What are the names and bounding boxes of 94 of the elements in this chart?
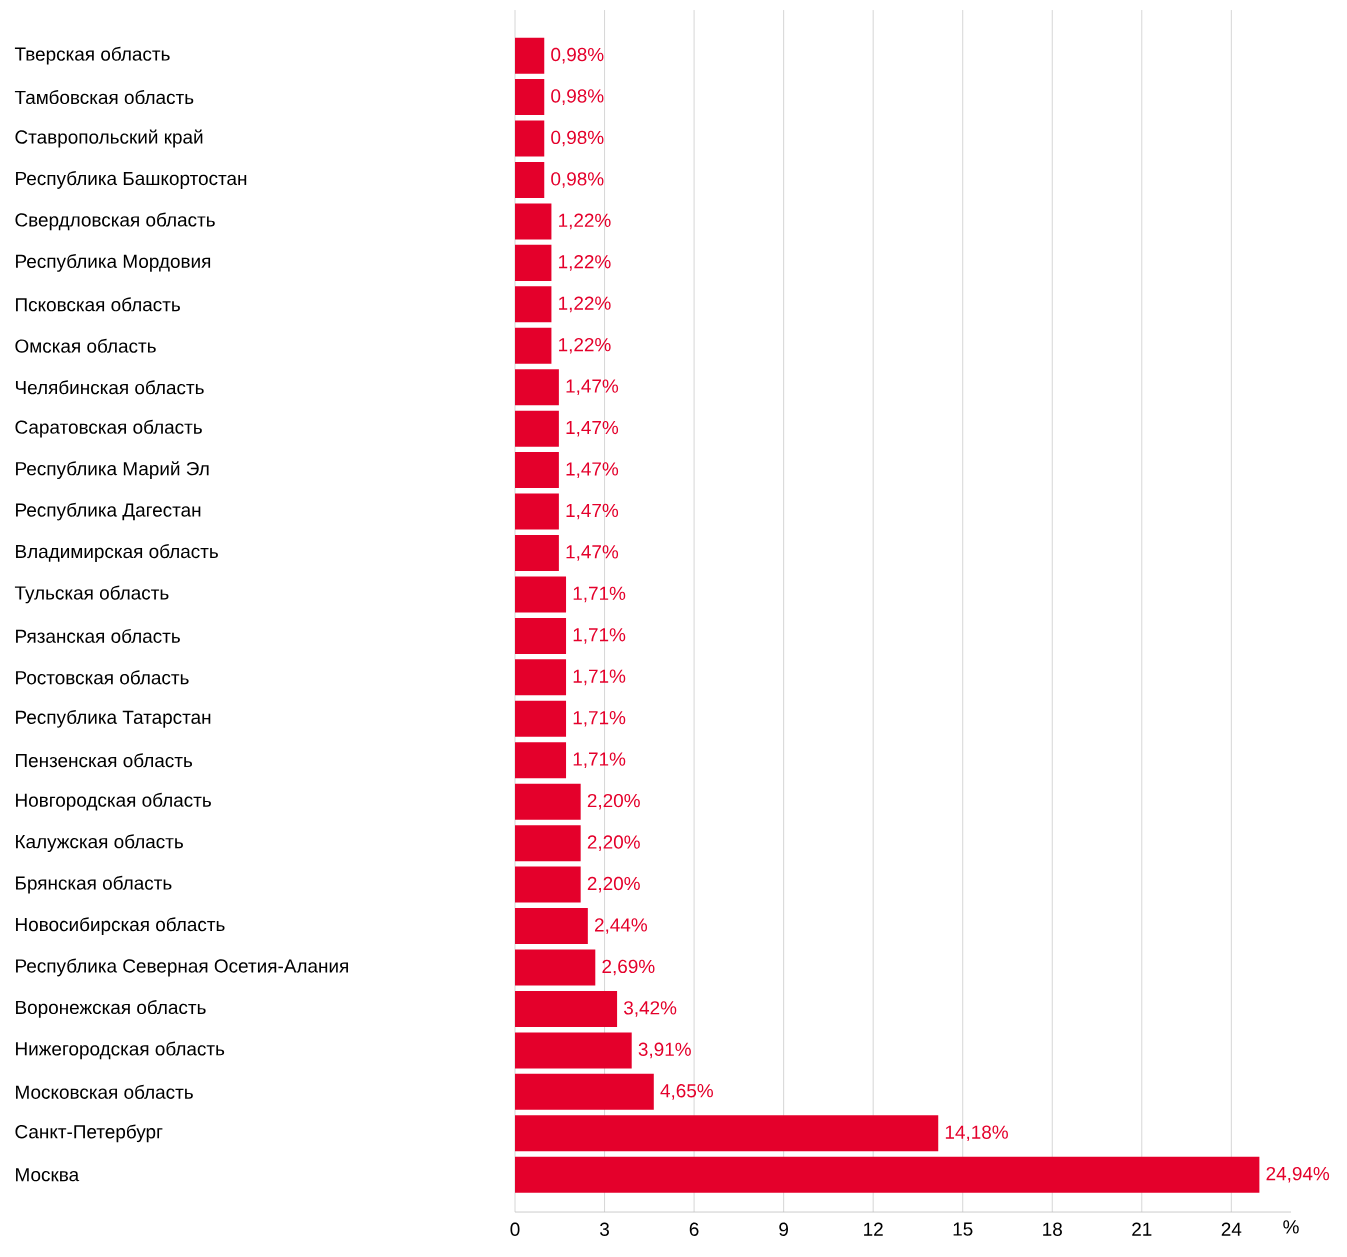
y-tick-label: Владимирская область [16, 544, 218, 562]
bar [515, 369, 559, 406]
bar [515, 161, 545, 198]
bar [515, 617, 567, 654]
data-label: 24,94% [1266, 1166, 1330, 1183]
y-tick-label: Нижегородская область [16, 1041, 225, 1060]
y-tick-label: Тверская область [14, 46, 170, 65]
data-label: 1,47% [566, 545, 619, 561]
y-tick-label: Тульская область [14, 585, 169, 604]
data-label: 0,98% [551, 130, 604, 147]
data-label: 1,22% [559, 255, 611, 271]
data-label: 2,44% [594, 918, 648, 934]
data-label: 2,20% [587, 793, 640, 810]
bar [515, 327, 552, 364]
data-label: 1,22% [559, 337, 611, 354]
y-tick-label: Свердловская область [15, 212, 215, 231]
bar [515, 244, 552, 281]
y-tick-label: Брянская область [16, 875, 172, 894]
data-label: 1,22% [559, 213, 611, 230]
data-label: 14,18% [945, 1125, 1008, 1142]
y-tick-label: Новгородская область [16, 792, 211, 811]
x-tick-label: 3 [600, 1222, 609, 1236]
data-label: 2,69% [602, 959, 655, 976]
bar [515, 1032, 632, 1069]
bar [515, 535, 559, 572]
y-tick-label: Рязанская область [16, 628, 180, 643]
data-label: 1,47% [566, 420, 619, 437]
y-tick-label: Республика Северная Осетия-Алания [16, 958, 348, 977]
data-label: 1,22% [559, 296, 611, 313]
y-tick-label: Саратовская область [15, 419, 202, 438]
y-tick-label: Московская область [16, 1084, 193, 1099]
bar [515, 120, 545, 157]
bar [515, 949, 596, 986]
y-tick-label: Республика Марий Эл [16, 461, 209, 480]
bar [515, 452, 559, 489]
data-label: 1,47% [566, 379, 619, 395]
x-tick-label: 18 [1043, 1222, 1062, 1236]
x-tick-label: 15 [953, 1222, 973, 1236]
x-axis-title: % [1283, 1220, 1299, 1234]
data-label: 3,42% [624, 1001, 677, 1017]
y-tick-label: Пензенская область [16, 753, 193, 768]
bar [515, 410, 559, 447]
data-label: 0,98% [551, 47, 604, 64]
bar [515, 493, 559, 530]
y-tick-label: Республика Татарстан [16, 709, 211, 728]
y-tick-label: Тамбовская область [14, 90, 194, 105]
y-tick-label: Республика Дагестан [16, 502, 201, 521]
y-tick-label: Республика Мордовия [16, 253, 211, 272]
bar [515, 908, 588, 945]
y-tick-label: Республика Башкортостан [16, 171, 247, 189]
bar [515, 825, 581, 862]
data-label: 4,65% [660, 1084, 713, 1100]
x-tick-label: 6 [689, 1222, 699, 1236]
bar [515, 742, 567, 779]
y-tick-label: Омская область [15, 338, 156, 353]
bar [515, 1156, 1260, 1193]
x-tick-label: 12 [864, 1222, 883, 1236]
y-tick-label: Москва [16, 1168, 80, 1182]
bar [515, 1073, 654, 1110]
data-label: 2,20% [587, 876, 640, 893]
data-label: 1,71% [573, 711, 626, 727]
y-tick-label: Новосибирская область [16, 917, 225, 935]
x-tick-label: 21 [1132, 1222, 1152, 1236]
data-label: 0,98% [551, 172, 604, 188]
data-label: 3,91% [638, 1042, 691, 1059]
bar [515, 37, 545, 74]
y-tick-label: Санкт-Петербург [15, 1124, 163, 1143]
data-label: 1,47% [566, 462, 619, 478]
bar [515, 203, 552, 240]
data-label: 1,71% [573, 628, 626, 644]
x-tick-label: 0 [510, 1222, 520, 1236]
bar [515, 286, 552, 323]
y-tick-label: Челябинская область [15, 380, 204, 395]
data-label: 1,47% [566, 503, 619, 520]
bar [515, 866, 581, 903]
bar [515, 1115, 939, 1152]
bar [515, 990, 618, 1027]
y-tick-label: Воронежская область [16, 1000, 206, 1018]
x-tick-label: 9 [779, 1222, 788, 1236]
bar [515, 700, 567, 737]
bar [515, 576, 567, 613]
bar [515, 659, 567, 696]
y-tick-label: Ставропольский край [15, 129, 203, 148]
data-label: 0,98% [551, 89, 604, 105]
data-label: 1,71% [573, 669, 626, 686]
data-label: 1,71% [573, 586, 626, 603]
bar [515, 79, 545, 116]
data-label: 2,20% [587, 835, 640, 851]
x-tick-label: 24 [1221, 1222, 1242, 1236]
bar [515, 783, 581, 820]
y-tick-label: Псковская область [16, 297, 180, 312]
data-label: 1,71% [573, 752, 626, 769]
y-tick-label: Ростовская область [16, 670, 189, 685]
y-tick-label: Калужская область [16, 834, 183, 853]
